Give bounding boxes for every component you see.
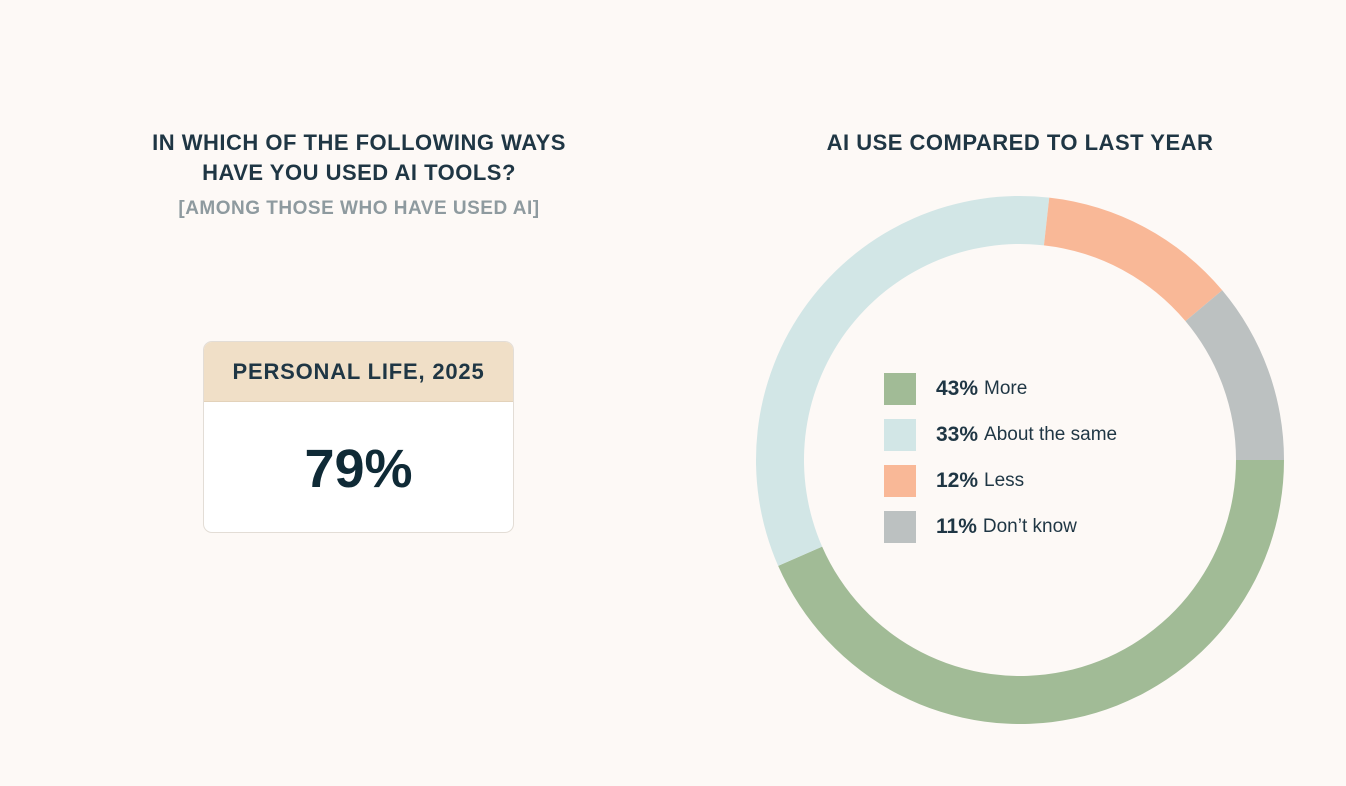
legend-pct-more: 43% bbox=[936, 377, 979, 400]
legend-item-about-the-same: 33% About the same bbox=[884, 418, 1117, 452]
left-title-line-1: IN WHICH OF THE FOLLOWING WAYS bbox=[152, 130, 566, 155]
donut-chart bbox=[756, 195, 1284, 724]
legend-pct-dont-know: 11% bbox=[936, 515, 977, 538]
legend-pct-less: 12% bbox=[936, 469, 979, 492]
stat-card-value: 79% bbox=[304, 439, 413, 499]
donut-slice-more bbox=[778, 460, 1284, 724]
donut-slice-dont-know bbox=[1185, 290, 1284, 460]
legend-pct-about-the-same: 33% bbox=[936, 423, 979, 446]
legend-swatch-about-the-same bbox=[884, 419, 916, 451]
stat-card: PERSONAL LIFE, 2025 79% bbox=[203, 341, 514, 533]
legend-label-about-the-same: About the same bbox=[984, 424, 1118, 445]
donut-slice-less bbox=[1043, 197, 1223, 322]
stat-card-header: PERSONAL LIFE, 2025 bbox=[204, 342, 513, 402]
legend-swatch-less bbox=[884, 465, 916, 497]
legend-swatch-more bbox=[884, 373, 916, 405]
left-title-line-2: HAVE YOU USED AI TOOLS? bbox=[202, 160, 516, 185]
legend-label-dont-know: Don’t know bbox=[982, 516, 1077, 537]
donut-chart-title: AI USE COMPARED TO LAST YEAR bbox=[826, 130, 1214, 155]
donut-legend: 43% More 33% About the same 12% Less 11%… bbox=[884, 372, 1117, 556]
legend-swatch-dont-know bbox=[884, 511, 916, 543]
legend-label-more: More bbox=[984, 378, 1028, 399]
legend-item-dont-know: 11% Don’t know bbox=[884, 510, 1117, 544]
left-chart-subtitle: [AMONG THOSE WHO HAVE USED AI] bbox=[178, 198, 540, 219]
legend-item-more: 43% More bbox=[884, 372, 1117, 406]
left-chart-title: IN WHICH OF THE FOLLOWING WAYS HAVE YOU … bbox=[100, 128, 618, 188]
donut-slice-about-the-same bbox=[756, 195, 1050, 566]
legend-item-less: 12% Less bbox=[884, 464, 1117, 498]
legend-label-less: Less bbox=[984, 470, 1025, 491]
